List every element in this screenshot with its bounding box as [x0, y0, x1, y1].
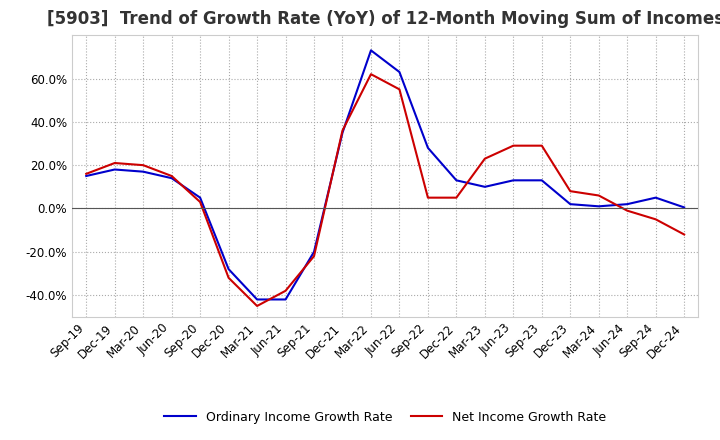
Net Income Growth Rate [139, 162, 148, 168]
Ordinary Income Growth Rate [167, 176, 176, 181]
Net Income Growth Rate [225, 275, 233, 280]
Net Income Growth Rate [282, 288, 290, 293]
Net Income Growth Rate [509, 143, 518, 148]
Ordinary Income Growth Rate [225, 267, 233, 272]
Ordinary Income Growth Rate [509, 178, 518, 183]
Ordinary Income Growth Rate [595, 204, 603, 209]
Net Income Growth Rate [680, 232, 688, 237]
Ordinary Income Growth Rate [652, 195, 660, 200]
Net Income Growth Rate [623, 208, 631, 213]
Ordinary Income Growth Rate [253, 297, 261, 302]
Line: Ordinary Income Growth Rate: Ordinary Income Growth Rate [86, 50, 684, 300]
Ordinary Income Growth Rate [82, 173, 91, 179]
Legend: Ordinary Income Growth Rate, Net Income Growth Rate: Ordinary Income Growth Rate, Net Income … [159, 406, 611, 429]
Net Income Growth Rate [366, 72, 375, 77]
Net Income Growth Rate [338, 128, 347, 133]
Ordinary Income Growth Rate [566, 202, 575, 207]
Net Income Growth Rate [196, 199, 204, 205]
Ordinary Income Growth Rate [338, 130, 347, 136]
Ordinary Income Growth Rate [282, 297, 290, 302]
Ordinary Income Growth Rate [680, 205, 688, 210]
Ordinary Income Growth Rate [623, 202, 631, 207]
Net Income Growth Rate [395, 87, 404, 92]
Ordinary Income Growth Rate [196, 195, 204, 200]
Net Income Growth Rate [595, 193, 603, 198]
Net Income Growth Rate [310, 253, 318, 259]
Net Income Growth Rate [537, 143, 546, 148]
Ordinary Income Growth Rate [537, 178, 546, 183]
Net Income Growth Rate [110, 160, 119, 165]
Ordinary Income Growth Rate [366, 48, 375, 53]
Net Income Growth Rate [82, 171, 91, 176]
Ordinary Income Growth Rate [480, 184, 489, 190]
Net Income Growth Rate [566, 188, 575, 194]
Net Income Growth Rate [253, 303, 261, 308]
Title: [5903]  Trend of Growth Rate (YoY) of 12-Month Moving Sum of Incomes: [5903] Trend of Growth Rate (YoY) of 12-… [47, 10, 720, 28]
Net Income Growth Rate [423, 195, 432, 200]
Net Income Growth Rate [652, 216, 660, 222]
Ordinary Income Growth Rate [110, 167, 119, 172]
Ordinary Income Growth Rate [452, 178, 461, 183]
Ordinary Income Growth Rate [423, 145, 432, 150]
Ordinary Income Growth Rate [395, 70, 404, 75]
Net Income Growth Rate [452, 195, 461, 200]
Ordinary Income Growth Rate [310, 249, 318, 254]
Net Income Growth Rate [480, 156, 489, 161]
Ordinary Income Growth Rate [139, 169, 148, 174]
Line: Net Income Growth Rate: Net Income Growth Rate [86, 74, 684, 306]
Net Income Growth Rate [167, 173, 176, 179]
